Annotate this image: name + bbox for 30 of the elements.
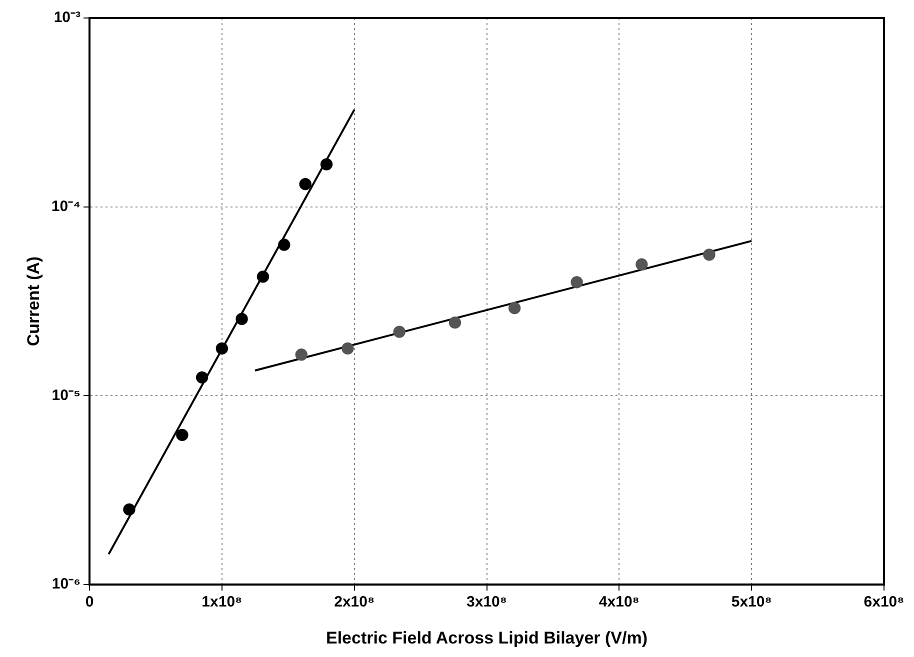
point: [256, 270, 270, 283]
x-tick-label: 4x10⁸: [598, 594, 640, 611]
x-axis-title: Electric Field Across Lipid Bilayer (V/m): [326, 628, 648, 648]
point: [342, 342, 354, 355]
x-tick-label: 5x10⁸: [731, 594, 772, 611]
point: [299, 178, 312, 190]
y-tick-label: 10⁻⁵: [52, 386, 81, 404]
point: [393, 326, 406, 338]
x-tick-label: 2x10⁸: [334, 594, 375, 611]
point: [216, 342, 228, 355]
point: [278, 238, 290, 251]
x-tick-label: 0: [85, 594, 94, 611]
point: [703, 248, 716, 261]
point: [196, 371, 208, 384]
point: [508, 302, 521, 314]
y-tick-label: 10⁻⁶: [52, 576, 81, 593]
point: [236, 312, 248, 326]
y-tick-label: 10⁻³: [54, 9, 81, 26]
point: [570, 276, 583, 288]
point: [320, 158, 333, 170]
point: [295, 348, 308, 361]
point: [448, 316, 462, 329]
y-tick-label: 10⁻⁴: [51, 198, 81, 216]
point: [176, 428, 188, 442]
x-tick-label: 6x10⁸: [864, 594, 904, 611]
x-tick-label: 3x10⁸: [466, 594, 507, 611]
point: [636, 258, 648, 270]
y-axis-title: Current (A): [24, 256, 43, 346]
x-tick-label: 1x10⁸: [202, 594, 242, 611]
point: [123, 503, 136, 516]
